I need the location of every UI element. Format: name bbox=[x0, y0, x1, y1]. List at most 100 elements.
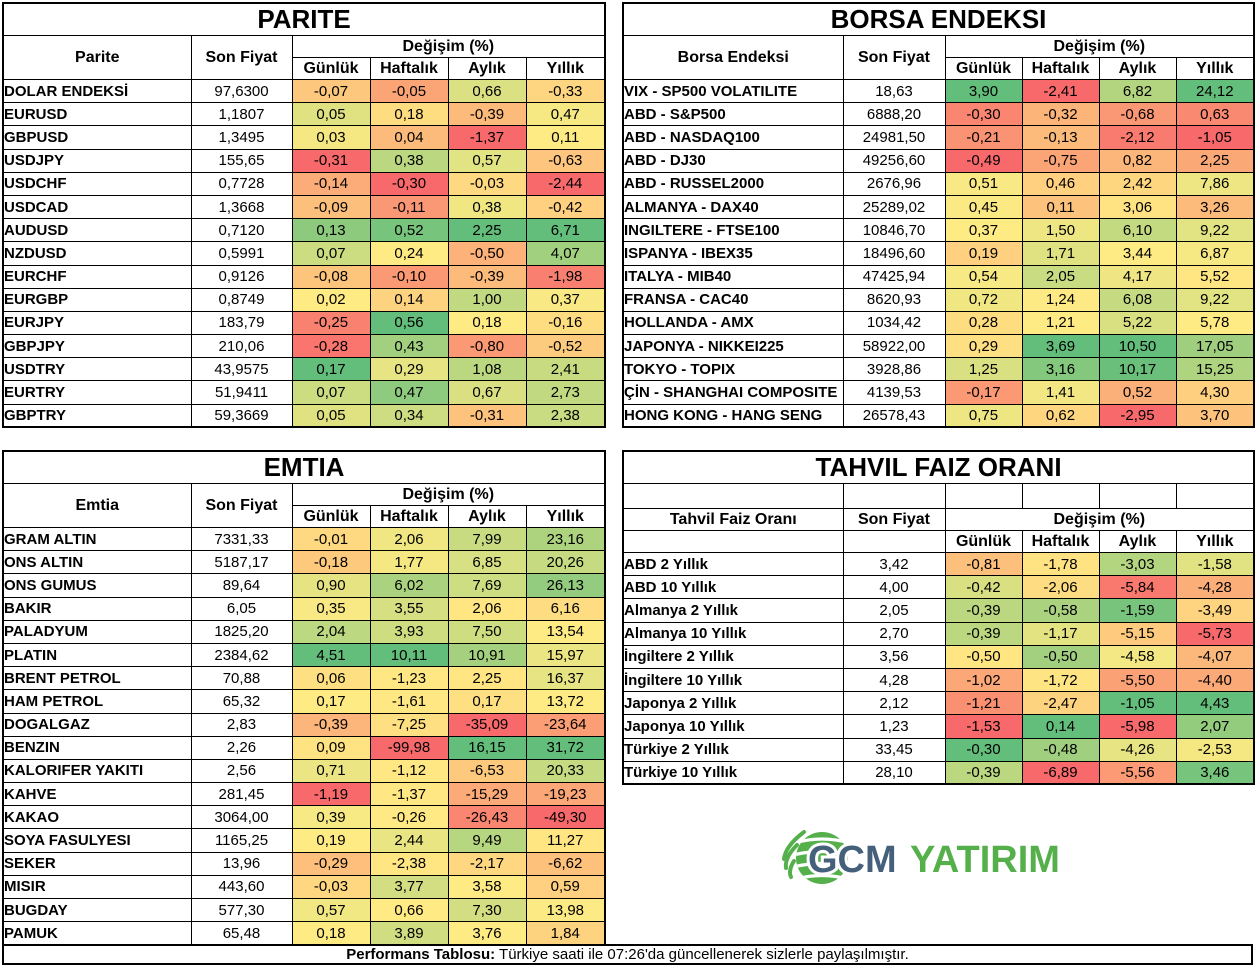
table-row: ALMANYA - DAX40 25289,02 0,45 0,11 3,06 3,26 bbox=[622, 194, 1255, 220]
change-value: 3,69 bbox=[1021, 334, 1100, 359]
change-value: -0,42 bbox=[944, 575, 1023, 600]
change-value: 1,71 bbox=[1021, 241, 1100, 266]
row-label: DOLAR ENDEKSİ bbox=[2, 78, 192, 104]
row-label: EURGBP bbox=[2, 287, 192, 312]
change-value: 23,16 bbox=[525, 526, 606, 552]
last-price: 1,3495 bbox=[190, 125, 293, 150]
spacer-cell bbox=[944, 483, 1023, 509]
table-row: MISIR 443,60 -0,03 3,77 3,58 0,59 bbox=[2, 874, 606, 900]
change-value: -49,30 bbox=[525, 805, 606, 830]
last-price: 281,45 bbox=[190, 782, 293, 807]
change-value: -23,64 bbox=[525, 712, 606, 737]
change-value: 1,77 bbox=[369, 550, 449, 575]
last-price: 6,05 bbox=[190, 596, 293, 621]
change-value: -15,29 bbox=[447, 782, 527, 807]
change-value: -5,98 bbox=[1098, 714, 1177, 739]
price-column-header: Son Fiyat bbox=[190, 35, 293, 80]
change-group-header: Değişim (%) bbox=[944, 35, 1255, 58]
period-column-header: Yıllık bbox=[1175, 530, 1255, 553]
change-value: -1,37 bbox=[369, 782, 449, 807]
spacer-cell bbox=[842, 530, 946, 553]
last-price: 2384,62 bbox=[190, 642, 293, 668]
change-value: -2,41 bbox=[1021, 78, 1100, 104]
row-label: Türkiye 2 Yıllık bbox=[622, 737, 844, 762]
row-label: HAM PETROL bbox=[2, 689, 192, 714]
change-value: 10,91 bbox=[447, 642, 527, 668]
table-title: TAHVIL FAIZ ORANI bbox=[622, 450, 1255, 484]
change-value: 2,25 bbox=[1175, 148, 1255, 173]
change-value: -0,30 bbox=[944, 102, 1023, 127]
last-price: 2,83 bbox=[190, 712, 293, 737]
change-value: 6,87 bbox=[1175, 241, 1255, 266]
change-value: -5,84 bbox=[1098, 575, 1177, 600]
table-row: GBPTRY 59,3669 0,05 0,34 -0,31 2,38 bbox=[2, 403, 606, 428]
row-label: ABD - NASDAQ100 bbox=[622, 125, 844, 150]
period-column-header: Aylık bbox=[1098, 530, 1177, 553]
row-label: USDCAD bbox=[2, 194, 192, 220]
change-value: 2,06 bbox=[369, 526, 449, 552]
last-price: 10846,70 bbox=[842, 218, 946, 243]
change-value: -6,62 bbox=[525, 851, 606, 876]
last-price: 0,9126 bbox=[190, 264, 293, 289]
row-label: ITALYA - MIB40 bbox=[622, 264, 844, 289]
change-value: 9,49 bbox=[447, 828, 527, 853]
table-row: DOGALGAZ 2,83 -0,39 -7,25 -35,09 -23,64 bbox=[2, 712, 606, 737]
change-value: -4,07 bbox=[1175, 644, 1255, 669]
table-title: BORSA ENDEKSI bbox=[622, 2, 1255, 36]
change-value: -0,52 bbox=[525, 334, 606, 359]
change-value: 20,26 bbox=[525, 550, 606, 575]
table-row: VIX - SP500 VOLATILITE 18,63 3,90 -2,41 6,82… bbox=[622, 78, 1255, 104]
change-value: 0,18 bbox=[447, 310, 527, 336]
change-value: 2,38 bbox=[525, 403, 606, 428]
table-row: Türkiye 2 Yıllık 33,45 -0,30 -0,48 -4,26 -2,5… bbox=[622, 737, 1255, 762]
change-value: 0,19 bbox=[944, 241, 1023, 266]
spacer-cell bbox=[622, 483, 844, 509]
change-value: 10,17 bbox=[1098, 357, 1177, 382]
row-label: GRAM ALTIN bbox=[2, 526, 192, 552]
row-label: HONG KONG - HANG SENG bbox=[622, 403, 844, 428]
change-value: -3,03 bbox=[1098, 551, 1177, 577]
table-row: EURGBP 0,8749 0,02 0,14 1,00 0,37 bbox=[2, 287, 606, 312]
change-value: 4,30 bbox=[1175, 380, 1255, 405]
change-value: 0,04 bbox=[369, 125, 449, 150]
change-value: -1,02 bbox=[944, 667, 1023, 693]
change-value: 3,90 bbox=[944, 78, 1023, 104]
logo-text-gcm: GCM bbox=[808, 839, 897, 881]
table-row: PAMUK 65,48 0,18 3,89 3,76 1,84 bbox=[2, 921, 606, 946]
last-price: 2,05 bbox=[842, 598, 946, 623]
change-value: -0,31 bbox=[291, 148, 371, 173]
last-price: 577,30 bbox=[190, 897, 293, 923]
change-value: 0,14 bbox=[369, 287, 449, 312]
row-label: SOYA FASULYESI bbox=[2, 828, 192, 853]
period-column-header: Haftalık bbox=[369, 57, 449, 80]
table-row: EURTRY 51,9411 0,07 0,47 0,67 2,73 bbox=[2, 380, 606, 405]
table-row: ABD - DJ30 49256,60 -0,49 -0,75 0,82 2,25 bbox=[622, 148, 1255, 173]
table-row: BENZIN 2,26 0,09 -99,98 16,15 31,72 bbox=[2, 735, 606, 760]
table-row: PLATIN 2384,62 4,51 10,11 10,91 15,97 bbox=[2, 642, 606, 668]
change-value: 0,14 bbox=[1021, 714, 1100, 739]
period-column-header: Haftalık bbox=[369, 505, 449, 528]
change-value: 0,75 bbox=[944, 403, 1023, 428]
change-value: 2,05 bbox=[1021, 264, 1100, 289]
change-value: -0,58 bbox=[1021, 598, 1100, 623]
last-price: 25289,02 bbox=[842, 194, 946, 220]
last-price: 0,7120 bbox=[190, 218, 293, 243]
change-value: -5,56 bbox=[1098, 760, 1177, 785]
table-row: ÇİN - SHANGHAI COMPOSITE 4139,53 -0,17 1,41… bbox=[622, 380, 1255, 405]
change-value: 7,30 bbox=[447, 897, 527, 923]
table-row: BUGDAY 577,30 0,57 0,66 7,30 13,98 bbox=[2, 897, 606, 923]
last-price: 6888,20 bbox=[842, 102, 946, 127]
change-value: 10,11 bbox=[369, 642, 449, 668]
change-value: 0,17 bbox=[291, 357, 371, 382]
emtia-table-container: EMTIA Emtia Son Fiyat Değişim (%) Günlük Haft… bbox=[2, 450, 607, 946]
change-value: 1,00 bbox=[447, 287, 527, 312]
change-value: 3,06 bbox=[1098, 194, 1177, 220]
table-row: GBPUSD 1,3495 0,03 0,04 -1,37 0,11 bbox=[2, 125, 606, 150]
table-row: BRENT PETROL 70,88 0,06 -1,23 2,25 16,37 bbox=[2, 666, 606, 691]
period-column-header: Aylık bbox=[1098, 57, 1177, 80]
change-value: -0,16 bbox=[525, 310, 606, 336]
change-value: 3,55 bbox=[369, 596, 449, 621]
row-label: Japonya 2 Yıllık bbox=[622, 691, 844, 716]
last-price: 24981,50 bbox=[842, 125, 946, 150]
row-label: USDTRY bbox=[2, 357, 192, 382]
